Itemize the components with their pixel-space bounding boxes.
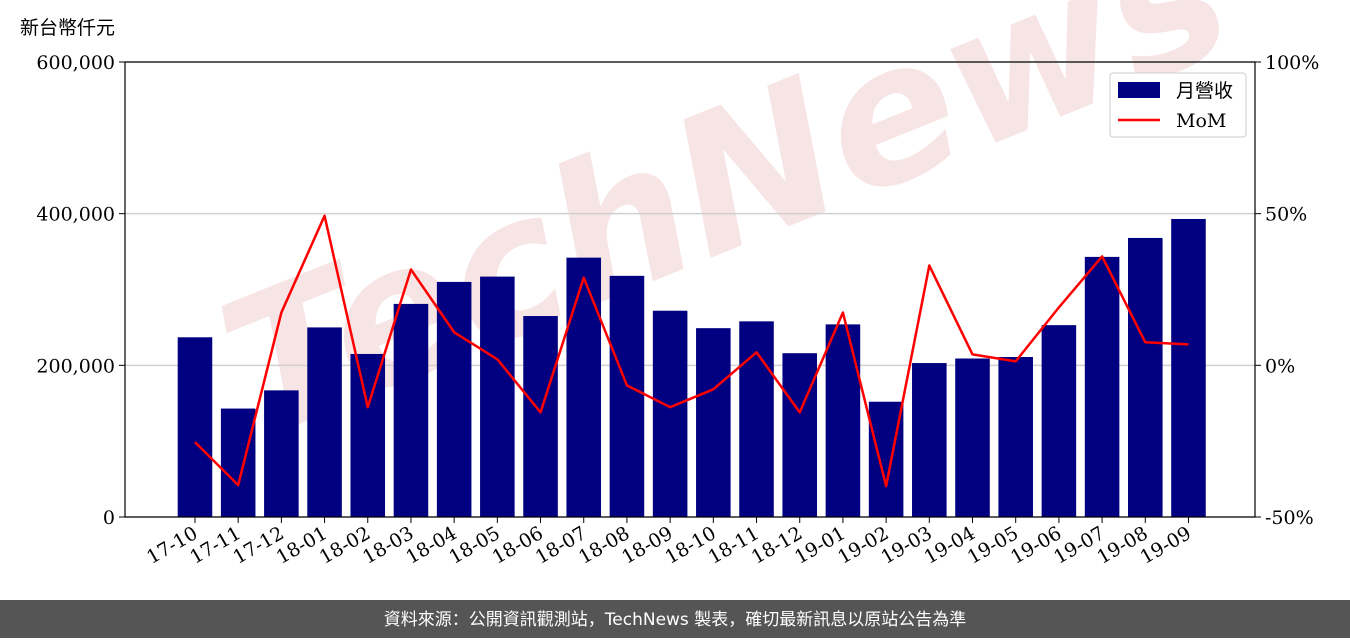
bar — [696, 328, 731, 517]
bar — [393, 303, 429, 517]
y-tick-label: 0 — [103, 507, 115, 529]
bar — [436, 281, 472, 517]
bar — [609, 275, 645, 517]
bar — [998, 356, 1033, 517]
bar — [955, 358, 990, 517]
bar — [825, 324, 861, 517]
bar — [652, 310, 688, 517]
bar — [739, 321, 774, 517]
y-tick-label: 600,000 — [36, 52, 115, 74]
y2-tick-label: 50% — [1265, 204, 1307, 226]
plot-frame — [124, 61, 1256, 518]
bar — [264, 390, 299, 517]
bar — [307, 327, 342, 517]
y-tick-label: 200,000 — [36, 355, 115, 377]
bar — [1128, 237, 1163, 517]
x-tick-label: 19-09 — [1137, 522, 1195, 568]
bar — [1171, 218, 1206, 517]
bar — [480, 276, 515, 517]
y2-tick-label: 100% — [1265, 52, 1319, 74]
line — [194, 214, 1189, 488]
y-axis-label: 新台幣仟元 — [20, 17, 115, 39]
bar — [177, 337, 213, 517]
y2-tick-label: -50% — [1265, 507, 1314, 529]
y2-tick-label: 0% — [1265, 355, 1295, 377]
bar — [523, 316, 558, 517]
legend-label: 月營收 — [1176, 80, 1233, 102]
y-tick-label: 400,000 — [36, 204, 115, 226]
legend-label: MoM — [1176, 110, 1226, 132]
bar — [220, 408, 256, 517]
footer-bar — [0, 600, 1350, 638]
bar — [350, 353, 386, 517]
bar — [912, 363, 947, 517]
footer: 資料來源：公開資訊觀測站，TechNews 製表，確切最新訊息以原站公告為準 — [384, 610, 966, 630]
bar — [566, 257, 602, 517]
bar — [782, 353, 817, 517]
bar — [1084, 256, 1120, 517]
legend-swatch — [1118, 82, 1160, 98]
bar — [1041, 325, 1077, 517]
